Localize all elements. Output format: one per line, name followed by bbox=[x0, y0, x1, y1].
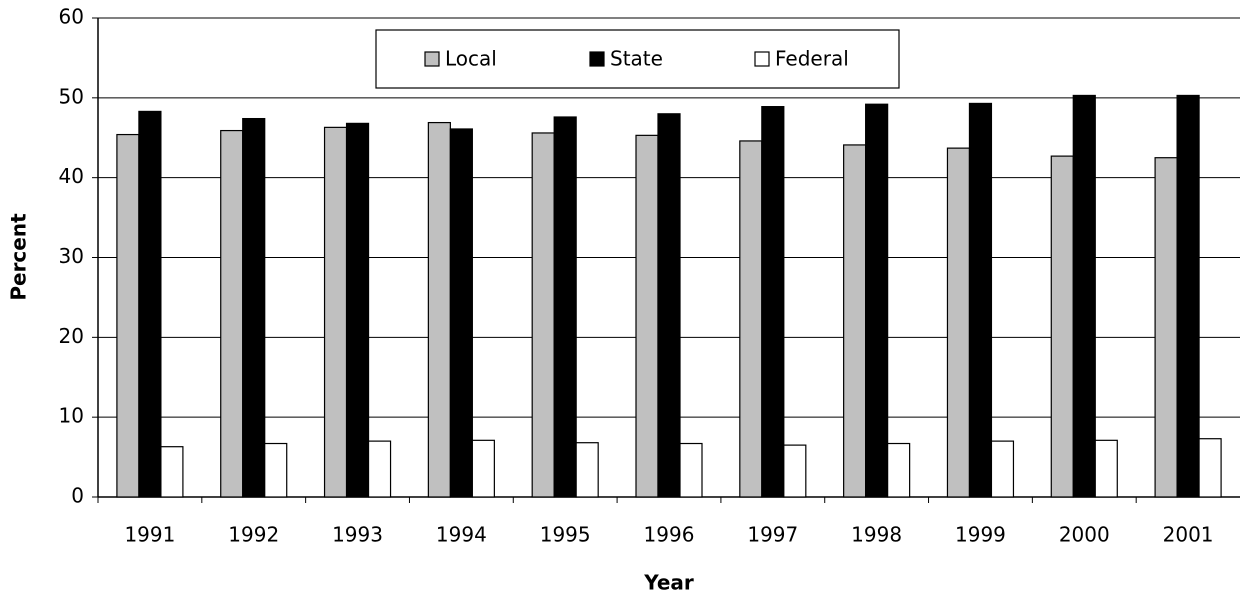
bar bbox=[1094, 439, 1118, 498]
bar bbox=[1176, 94, 1200, 498]
x-tick-label: 1996 bbox=[644, 523, 695, 547]
bar bbox=[761, 106, 785, 498]
legend-swatch bbox=[424, 51, 440, 67]
y-tick-label: 60 bbox=[59, 5, 84, 29]
bar bbox=[367, 440, 392, 498]
x-tick-label: 1994 bbox=[436, 523, 487, 547]
y-tick-label: 0 bbox=[71, 484, 84, 508]
bar bbox=[575, 442, 599, 498]
x-tick-label: 1991 bbox=[124, 523, 175, 547]
y-tick-label: 30 bbox=[59, 244, 84, 268]
legend-box bbox=[375, 29, 900, 89]
y-tick-label: 40 bbox=[59, 164, 84, 188]
bar bbox=[968, 102, 993, 498]
bar bbox=[1154, 157, 1178, 498]
y-tick-label: 10 bbox=[59, 404, 84, 428]
bar bbox=[990, 440, 1015, 498]
bar bbox=[1072, 94, 1096, 498]
bar bbox=[471, 439, 495, 498]
legend-label: Federal bbox=[775, 47, 849, 71]
bar bbox=[553, 116, 577, 498]
bar bbox=[783, 444, 807, 498]
bar bbox=[739, 140, 763, 498]
y-tick-label: 20 bbox=[59, 324, 84, 348]
x-tick-label: 1995 bbox=[540, 523, 591, 547]
bar bbox=[657, 113, 681, 498]
bar bbox=[946, 147, 971, 498]
x-tick-label: 1992 bbox=[228, 523, 279, 547]
bar bbox=[160, 446, 184, 498]
bar bbox=[843, 144, 867, 498]
bar bbox=[427, 121, 451, 498]
y-axis-label: Percent bbox=[7, 213, 31, 301]
bar bbox=[865, 103, 889, 498]
x-tick-label: 1998 bbox=[851, 523, 902, 547]
x-tick-label: 1993 bbox=[332, 523, 383, 547]
bar bbox=[323, 126, 348, 498]
y-tick-label: 50 bbox=[59, 84, 84, 108]
legend-label: Local bbox=[445, 47, 497, 71]
bar bbox=[116, 133, 140, 498]
x-tick-label: 2001 bbox=[1163, 523, 1214, 547]
bar bbox=[345, 122, 370, 498]
x-tick-label: 1999 bbox=[955, 523, 1006, 547]
legend-swatch bbox=[754, 51, 770, 67]
x-tick-label: 2000 bbox=[1059, 523, 1110, 547]
bar bbox=[887, 442, 911, 498]
bar bbox=[679, 442, 703, 498]
x-axis-label: Year bbox=[643, 571, 694, 595]
legend-swatch bbox=[589, 51, 605, 67]
bar bbox=[1050, 155, 1074, 498]
bar bbox=[531, 132, 555, 498]
bar bbox=[138, 110, 162, 498]
bar bbox=[264, 442, 288, 498]
bar bbox=[449, 128, 473, 498]
bar bbox=[635, 134, 659, 498]
legend-label: State bbox=[610, 47, 663, 71]
bar bbox=[220, 129, 244, 498]
bar bbox=[242, 117, 266, 498]
bar bbox=[1198, 438, 1222, 498]
x-tick-label: 1997 bbox=[747, 523, 798, 547]
